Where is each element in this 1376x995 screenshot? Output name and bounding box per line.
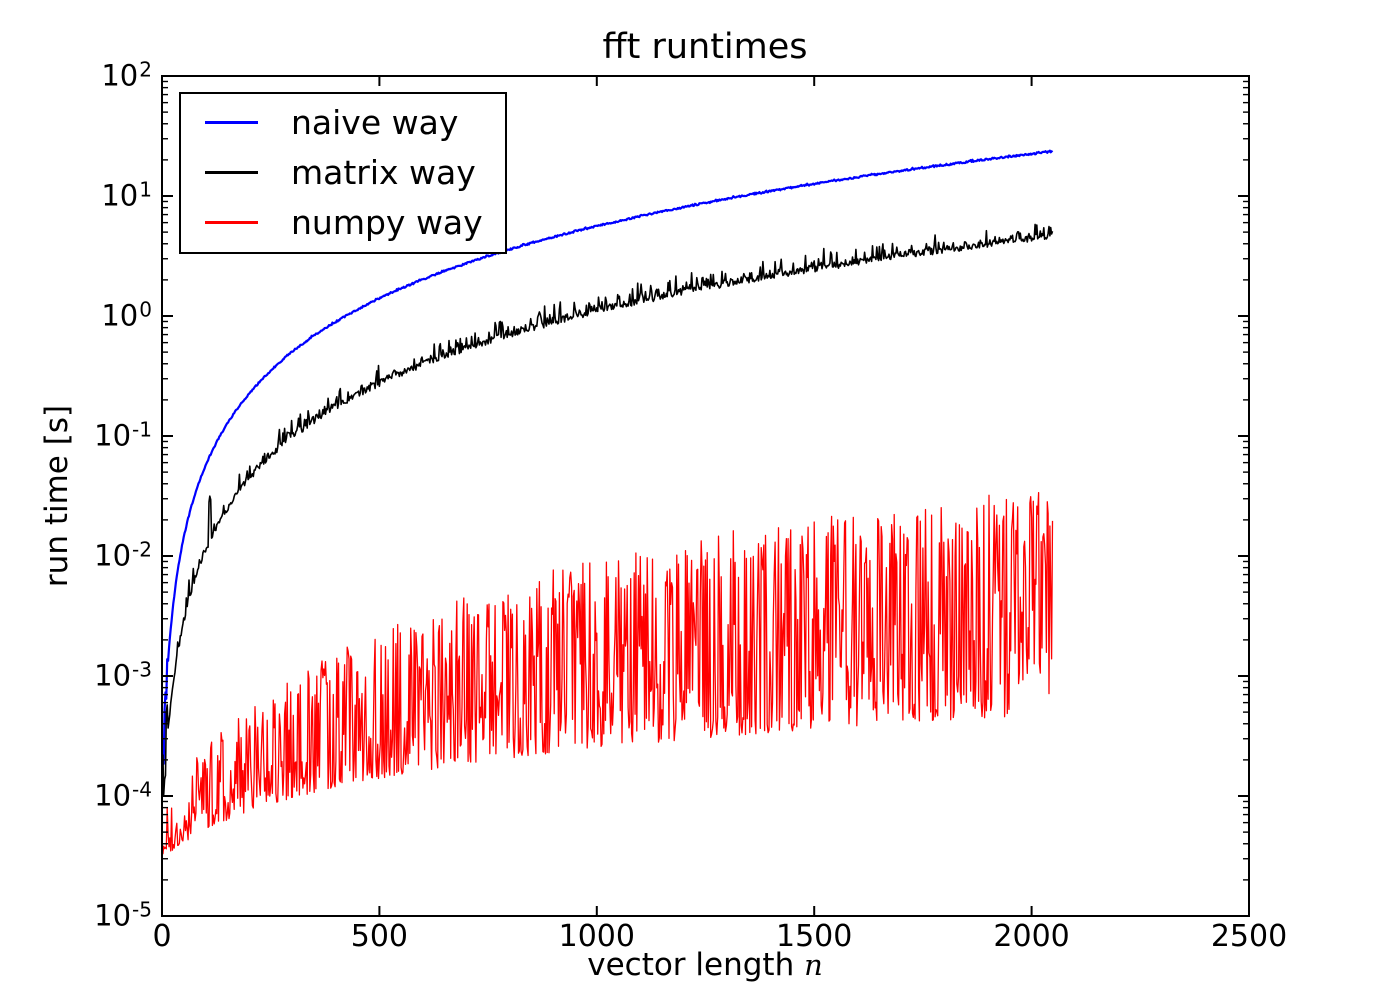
y-tick-label: 102	[101, 57, 152, 93]
legend: naive way matrix way numpy way	[179, 92, 507, 254]
x-axis-math-symbol: n	[804, 948, 823, 982]
x-tick-label: 2000	[993, 919, 1070, 954]
legend-entry-label: naive way	[291, 102, 459, 142]
series-numpy-way	[162, 491, 1054, 855]
x-axis-label-text: vector length	[587, 947, 795, 983]
y-tick-label: 100	[101, 297, 152, 333]
legend-line-sample	[205, 120, 258, 124]
legend-entry: matrix way	[181, 147, 505, 197]
series-layer	[162, 149, 1054, 855]
y-tick-label: 10-1	[94, 417, 152, 453]
legend-rows: naive way matrix way numpy way	[181, 97, 505, 247]
x-tick-label: 500	[350, 919, 409, 954]
series-naive-way	[162, 149, 1054, 765]
y-tick-label: 10-3	[94, 657, 152, 693]
x-tick-label: 1000	[558, 919, 635, 954]
legend-line-sample	[205, 170, 258, 174]
plot-frame	[161, 75, 1250, 917]
x-tick-label: 2500	[1210, 919, 1288, 954]
y-tick-label: 10-4	[94, 777, 152, 813]
x-axis-label: vector length n	[587, 947, 823, 983]
y-tick-label: 10-2	[94, 537, 152, 573]
axis-frame	[161, 75, 1250, 917]
legend-line-sample	[205, 220, 258, 224]
y-axis-label: run time [s]	[39, 404, 75, 588]
y-tick-label: 10-5	[94, 897, 152, 933]
legend-entry-label: numpy way	[291, 202, 483, 242]
legend-entry-label: matrix way	[291, 152, 476, 192]
chart-title: fft runtimes	[602, 27, 808, 67]
y-tick-label: 101	[101, 177, 152, 213]
x-tick-label: 0	[152, 919, 172, 954]
x-tick-label: 1500	[776, 919, 853, 954]
series-matrix-way	[162, 223, 1054, 796]
legend-entry: numpy way	[181, 197, 505, 247]
legend-entry: naive way	[181, 97, 505, 147]
